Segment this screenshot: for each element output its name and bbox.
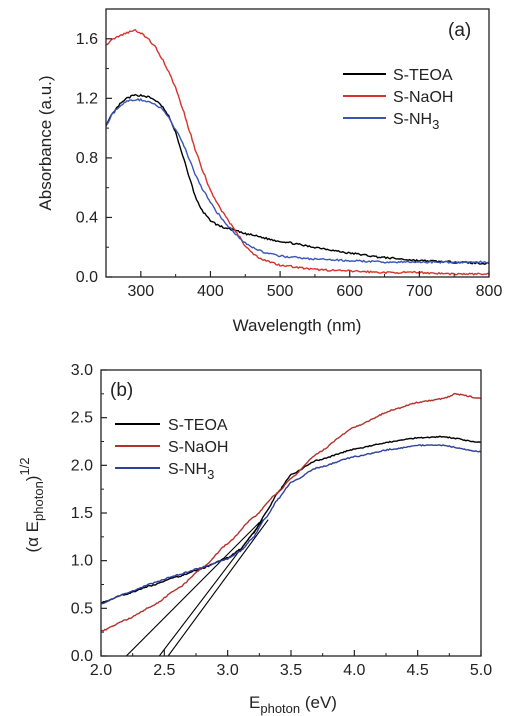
x-tick-label: 500 [267,283,294,300]
y-tick-label: 1.0 [71,553,93,570]
tangent-line-1 [125,522,260,656]
chart-b-x-axis-label: Ephoton (eV) [249,693,337,716]
x-tick-label: 4.0 [343,662,365,679]
series-line-s-nh3 [101,443,481,605]
y-tick-label: 0.4 [76,209,98,226]
y-tick-label: 1.6 [76,31,98,48]
y-tick-label: 2.5 [71,410,93,427]
series-line-s-nh3 [106,97,489,264]
x-tick-label: 300 [127,283,154,300]
chart-panel-b: 2.0 2.5 3.0 3.5 4.0 4.5 5.0 0.0 0.5 1.0 1.5 2.0 2.5 3… [17,362,492,716]
x-tick-label: 2.0 [90,662,112,679]
x-tick-label: 3.0 [217,662,239,679]
x-tick-label: 400 [197,283,224,300]
chart-b-panel-label: (b) [110,380,133,401]
x-tick-label: 2.5 [153,662,175,679]
legend-label-s-nh3: S-NH3 [393,111,439,132]
chart-b-plot-frame [100,369,482,657]
chart-b-series [101,392,481,656]
x-tick-label: 800 [476,283,503,300]
chart-a-x-axis-label: Wavelength (nm) [233,316,362,335]
chart-a-series [106,28,489,276]
series-line-s-teoa [101,435,481,604]
y-tick-label: 3.0 [71,362,93,379]
y-tick-label: 0.8 [76,150,98,167]
legend-label-s-teoa: S-TEOA [168,417,228,434]
chart-a-legend: S-TEOA S-NaOH S-NH3 [343,67,453,132]
x-tick-label: 4.5 [407,662,429,679]
y-tick-label: 2.0 [71,457,93,474]
series-line-s-naoh [106,28,489,276]
x-tick-label: 5.0 [470,662,492,679]
legend-label-s-teoa: S-TEOA [393,67,453,84]
x-tick-label: 700 [406,283,433,300]
legend-label-s-naoh: S-NaOH [393,89,453,106]
y-tick-label: 0.0 [71,648,93,665]
x-tick-label: 3.5 [280,662,302,679]
y-tick-label: 0.5 [71,600,93,617]
y-tick-label: 1.2 [76,90,98,107]
chart-a-plot-frame [105,8,490,278]
legend-label-s-nh3: S-NH3 [168,461,214,482]
chart-b-y-axis-label: (α Ephoton)1/2 [17,457,46,552]
y-tick-label: 0.0 [76,269,98,286]
tangent-line-3 [167,519,269,656]
chart-a-y-axis-label: Absorbance (a.u.) [36,75,55,210]
chart-panel-a: 300 400 500 600 700 800 0.0 0.4 0.8 1.2 1.6 (a) Wa… [36,8,503,335]
legend-label-s-naoh: S-NaOH [168,439,228,456]
x-tick-label: 600 [336,283,363,300]
y-tick-label: 1.5 [71,505,93,522]
chart-a-panel-label: (a) [448,20,471,41]
series-line-s-naoh [101,392,481,632]
chart-b-ticks: 2.0 2.5 3.0 3.5 4.0 4.5 5.0 0.0 0.5 1.0 1.5 2.0 2.5 3… [71,362,492,679]
chart-b-legend: S-TEOA S-NaOH S-NH3 [115,417,228,482]
chart-a-ticks: 300 400 500 600 700 800 0.0 0.4 0.8 1.2 1.6 [76,31,503,300]
